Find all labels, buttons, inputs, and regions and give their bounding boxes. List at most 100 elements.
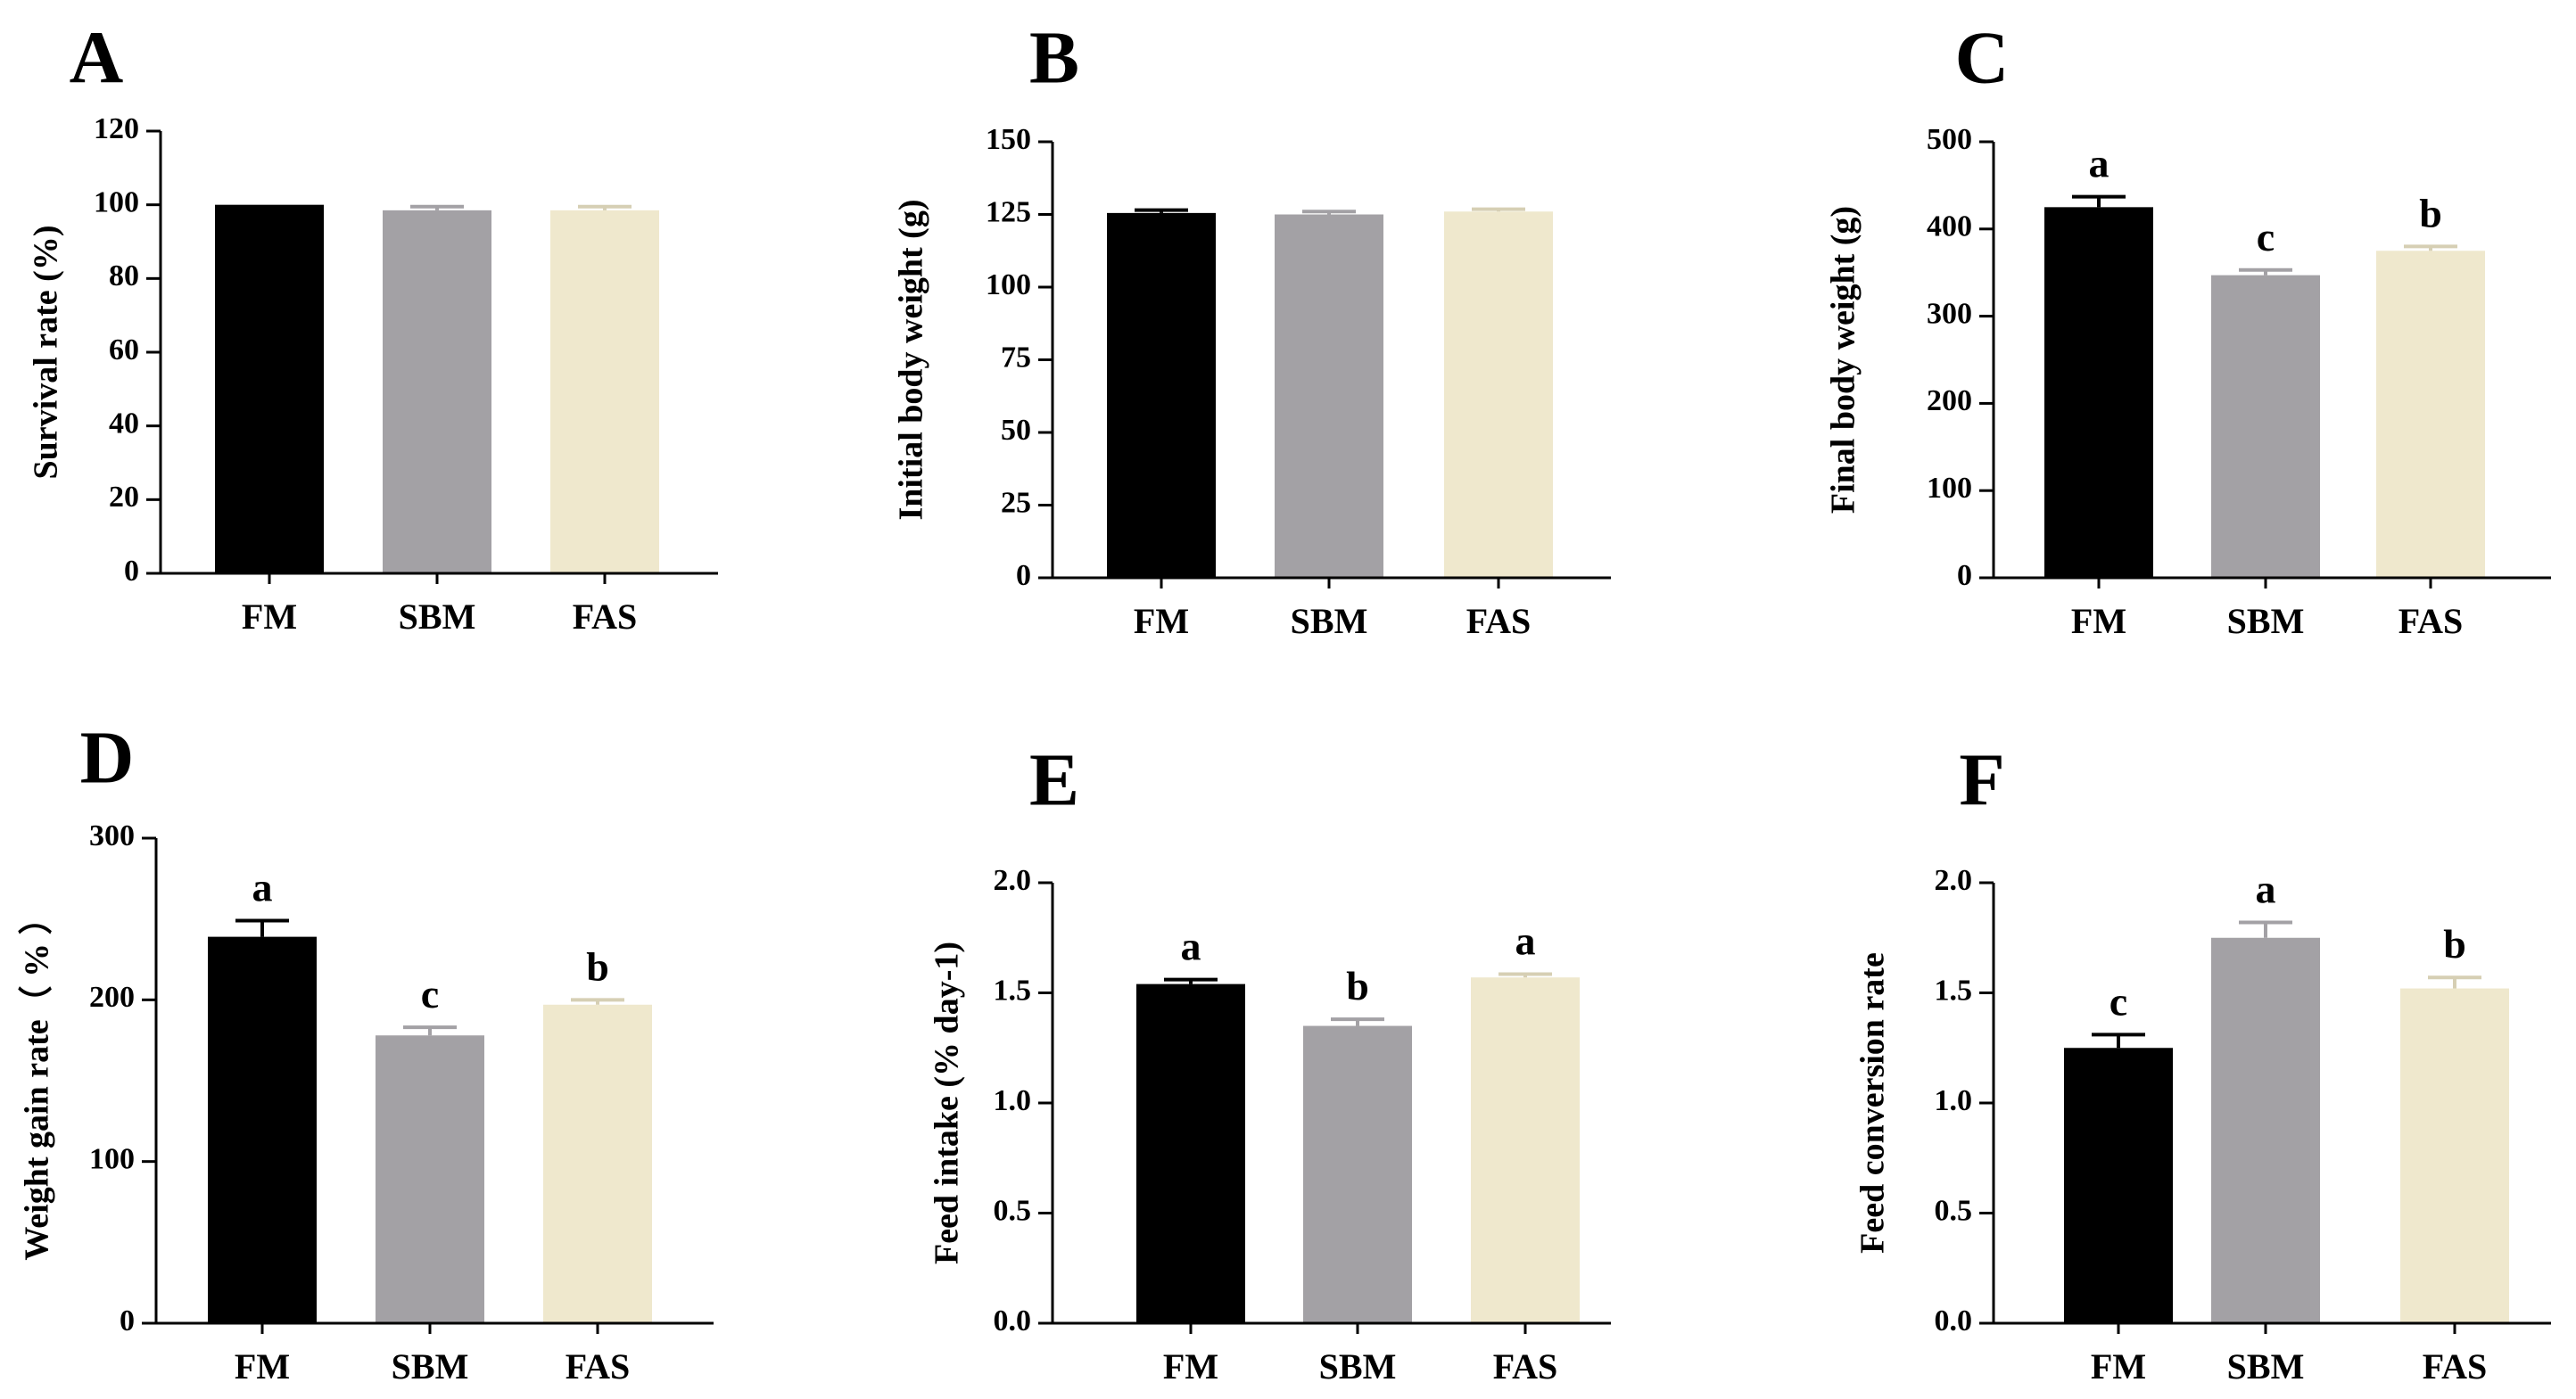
y-tick-label: 2.0 [1935,864,1973,897]
x-tick-label-fm: FM [242,597,297,637]
bar-fas [1444,211,1553,579]
bar-fas [550,210,659,573]
y-tick-label: 0.5 [1935,1194,1973,1227]
x-tick-label-sbm: SBM [2227,1346,2305,1387]
y-tick-label: 100 [89,1142,135,1175]
bar-fm [1136,983,1245,1323]
significance-letter-fas: b [586,943,609,989]
y-tick-label: 20 [109,481,139,514]
bar-fm [2064,1048,2173,1323]
significance-letter-fas: a [1515,918,1536,964]
y-tick-label: 80 [109,259,139,292]
panel-letter: F [1959,738,2004,821]
bar-sbm [1303,1025,1412,1323]
x-tick-label-fm: FM [1163,1346,1218,1387]
x-tick-label-sbm: SBM [1319,1346,1397,1387]
significance-letter-fm: a [2089,141,2110,186]
x-tick-label-sbm: SBM [2227,601,2305,641]
y-tick-label: 200 [89,981,135,1014]
y-axis-label: Survival rate (%) [28,226,65,480]
y-axis-label: Final body weight (g) [1825,206,1862,514]
bar-sbm [1275,214,1383,578]
y-tick-label: 40 [109,407,139,440]
x-tick-label-sbm: SBM [392,1346,469,1387]
y-tick-label: 60 [109,333,139,366]
significance-letter-fm: c [2110,978,2127,1024]
significance-letter-sbm: c [421,971,439,1016]
x-tick-label-fm: FM [1134,601,1189,641]
significance-letter-fas: b [2419,190,2442,235]
bar-fm [208,936,317,1323]
bar-fm [2044,207,2153,578]
bar-fas [543,1004,652,1323]
x-tick-label-fas: FAS [2398,601,2464,641]
bar-fm [1107,212,1216,578]
x-tick-label-fm: FM [2091,1346,2146,1387]
y-tick-label: 0 [120,1304,135,1337]
y-axis-label: Initial body weight (g) [893,200,930,521]
x-tick-label-fas: FAS [2423,1346,2488,1387]
y-tick-label: 0 [124,555,139,588]
y-tick-label: 50 [1001,414,1031,447]
y-tick-label: 2.0 [994,864,1032,897]
significance-letter-sbm: c [2257,214,2275,259]
y-tick-label: 100 [986,268,1031,301]
y-tick-label: 1.5 [1935,974,1973,1007]
y-tick-label: 1.0 [994,1084,1032,1117]
y-tick-label: 75 [1001,341,1031,374]
y-tick-label: 400 [1927,210,1972,243]
y-tick-label: 0.5 [994,1194,1032,1227]
y-tick-label: 150 [986,123,1031,156]
bar-sbm [383,210,491,573]
bar-fm [215,204,324,573]
panel-letter: B [1029,16,1079,99]
y-axis-label: Weight gain rate（ % ） [19,901,56,1260]
y-tick-label: 125 [986,195,1031,228]
y-tick-label: 500 [1927,123,1972,156]
y-tick-label: 300 [1927,297,1972,330]
y-tick-label: 0.0 [1935,1304,1973,1337]
y-tick-label: 1.0 [1935,1084,1973,1117]
chart-panel-b: B FM SBM FAS 0 25 50 75 100 125 150 Initial body we… [893,16,1611,641]
bar-fas [1471,977,1580,1323]
bar-fas [2400,988,2509,1323]
significance-letter-fas: b [2443,921,2466,967]
bar-sbm [376,1035,484,1323]
chart-panel-a: A FM SBM FAS 0 20 40 60 80 100 120 Survival rate (%… [28,16,718,637]
x-tick-label-fm: FM [2071,601,2126,641]
x-tick-label-sbm: SBM [1291,601,1368,641]
chart-panel-c: Ca FM c SBM b FAS 0 100 200 300 400 500 Final body w… [1825,16,2551,641]
panel-letter: D [80,716,135,799]
y-tick-label: 1.5 [994,974,1032,1007]
x-tick-label-fas: FAS [566,1346,631,1387]
y-tick-label: 100 [94,185,139,218]
bar-sbm [2211,937,2320,1323]
y-tick-label: 120 [94,112,139,145]
bar-fas [2376,251,2485,578]
significance-letter-fm: a [252,864,273,909]
y-axis-label: Feed intake (% day-1) [929,942,966,1264]
x-tick-label-fm: FM [235,1346,290,1387]
y-tick-label: 200 [1927,384,1972,417]
significance-letter-sbm: a [2256,866,2276,911]
chart-panel-d: Da FM c SBM b FAS 0 100 200 300 Weight gain rate（ … [19,716,714,1387]
bar-sbm [2211,275,2320,578]
chart-panel-e: Ea FM b SBM a FAS 0.0 0.5 1.0 1.5 2.0 Feed intake (… [929,738,1611,1387]
y-tick-label: 0.0 [994,1304,1032,1337]
y-tick-label: 300 [89,819,135,852]
panel-letter: C [1955,16,2010,99]
y-tick-label: 100 [1927,472,1972,505]
x-tick-label-fas: FAS [1493,1346,1558,1387]
x-tick-label-fas: FAS [573,597,638,637]
chart-panel-f: Fc FM a SBM b FAS 0.0 0.5 1.0 1.5 2.0 Feed conversi… [1854,738,2551,1387]
y-tick-label: 0 [1957,559,1972,592]
panel-letter: E [1029,738,1079,821]
significance-letter-fm: a [1181,924,1201,969]
x-tick-label-fas: FAS [1466,601,1532,641]
panel-letter: A [70,16,124,99]
y-tick-label: 0 [1016,559,1031,592]
significance-letter-sbm: b [1346,963,1369,1008]
x-tick-label-sbm: SBM [399,597,476,637]
y-tick-label: 25 [1001,486,1031,519]
